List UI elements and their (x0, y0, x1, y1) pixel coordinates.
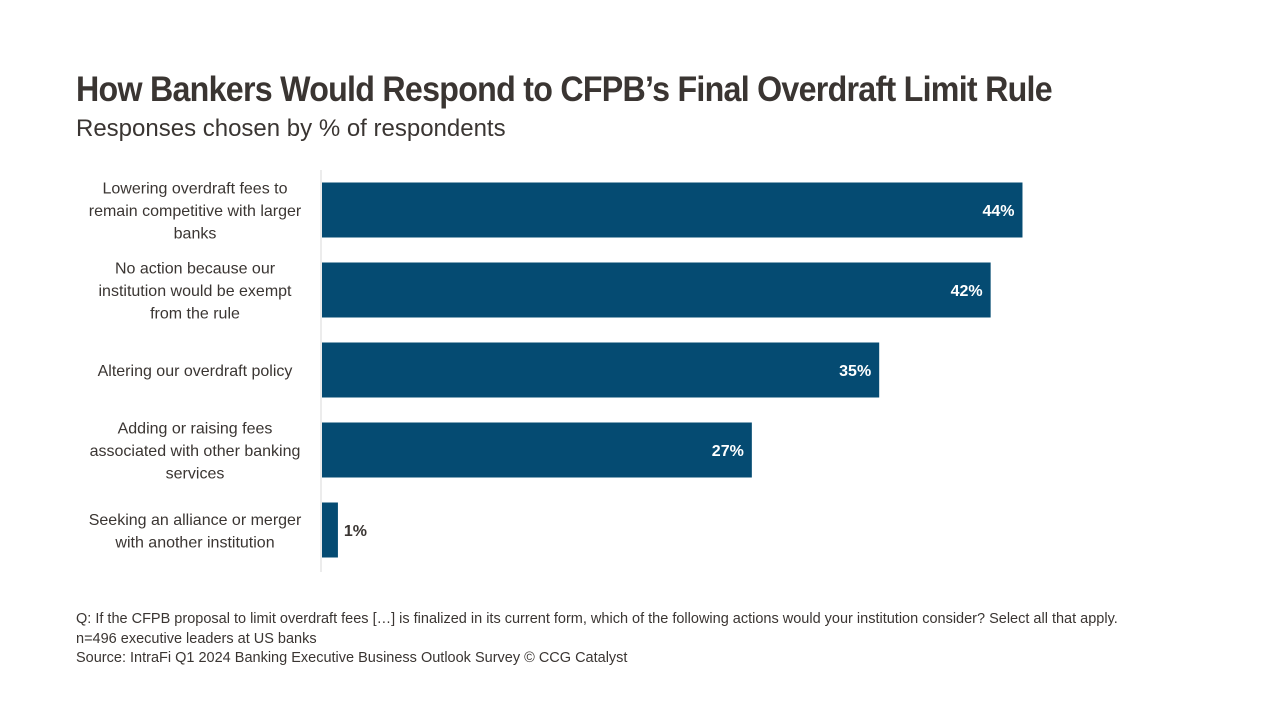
category-label-line: Seeking an alliance or merger (89, 512, 302, 529)
category-label-line: services (166, 466, 225, 483)
bar-value-label: 27% (712, 443, 744, 460)
bar (322, 342, 880, 398)
category-label-line: Lowering overdraft fees to (103, 181, 288, 198)
category-label-line: Adding or raising fees (118, 421, 273, 438)
category-label-line: from the rule (150, 306, 240, 323)
category-label: Altering our overdraft policy (98, 363, 293, 380)
category-label: No action because our institution would b… (99, 261, 293, 323)
chart-subtitle: Responses chosen by % of respondents (76, 115, 506, 142)
category-label: Lowering overdraft fees to remain competi… (89, 181, 302, 243)
bar (322, 262, 991, 318)
chart-title: How Bankers Would Respond to CFPB’s Fina… (76, 70, 1053, 109)
sample-size-note: n=496 executive leaders at US banks (76, 630, 317, 647)
category-label-line: Altering our overdraft policy (98, 363, 293, 380)
survey-question-note: Q: If the CFPB proposal to limit overdra… (76, 611, 1118, 627)
source-note: Source: IntraFi Q1 2024 Banking Executiv… (76, 650, 628, 666)
bar-value-label: 44% (982, 203, 1014, 220)
bar-value-label: 42% (951, 283, 983, 300)
bar (322, 182, 1023, 238)
bar-value-label: 35% (839, 363, 871, 380)
category-label-line: banks (174, 226, 217, 243)
category-label-line: associated with other banking (90, 443, 301, 460)
category-label: Seeking an alliance or merger with anothe… (89, 512, 302, 552)
footnotes: Q: If the CFPB proposal to limit overdra… (76, 610, 1146, 669)
category-label-line: institution would be exempt (99, 283, 293, 300)
bar-value-label: 1% (344, 523, 367, 540)
category-label-line: remain competitive with larger (89, 203, 302, 220)
category-label-line: with another institution (114, 534, 274, 551)
category-label: Adding or raising fees associated with ot… (90, 421, 301, 483)
bar (322, 422, 752, 478)
bar (322, 502, 338, 558)
category-label-line: No action because our (115, 261, 276, 278)
